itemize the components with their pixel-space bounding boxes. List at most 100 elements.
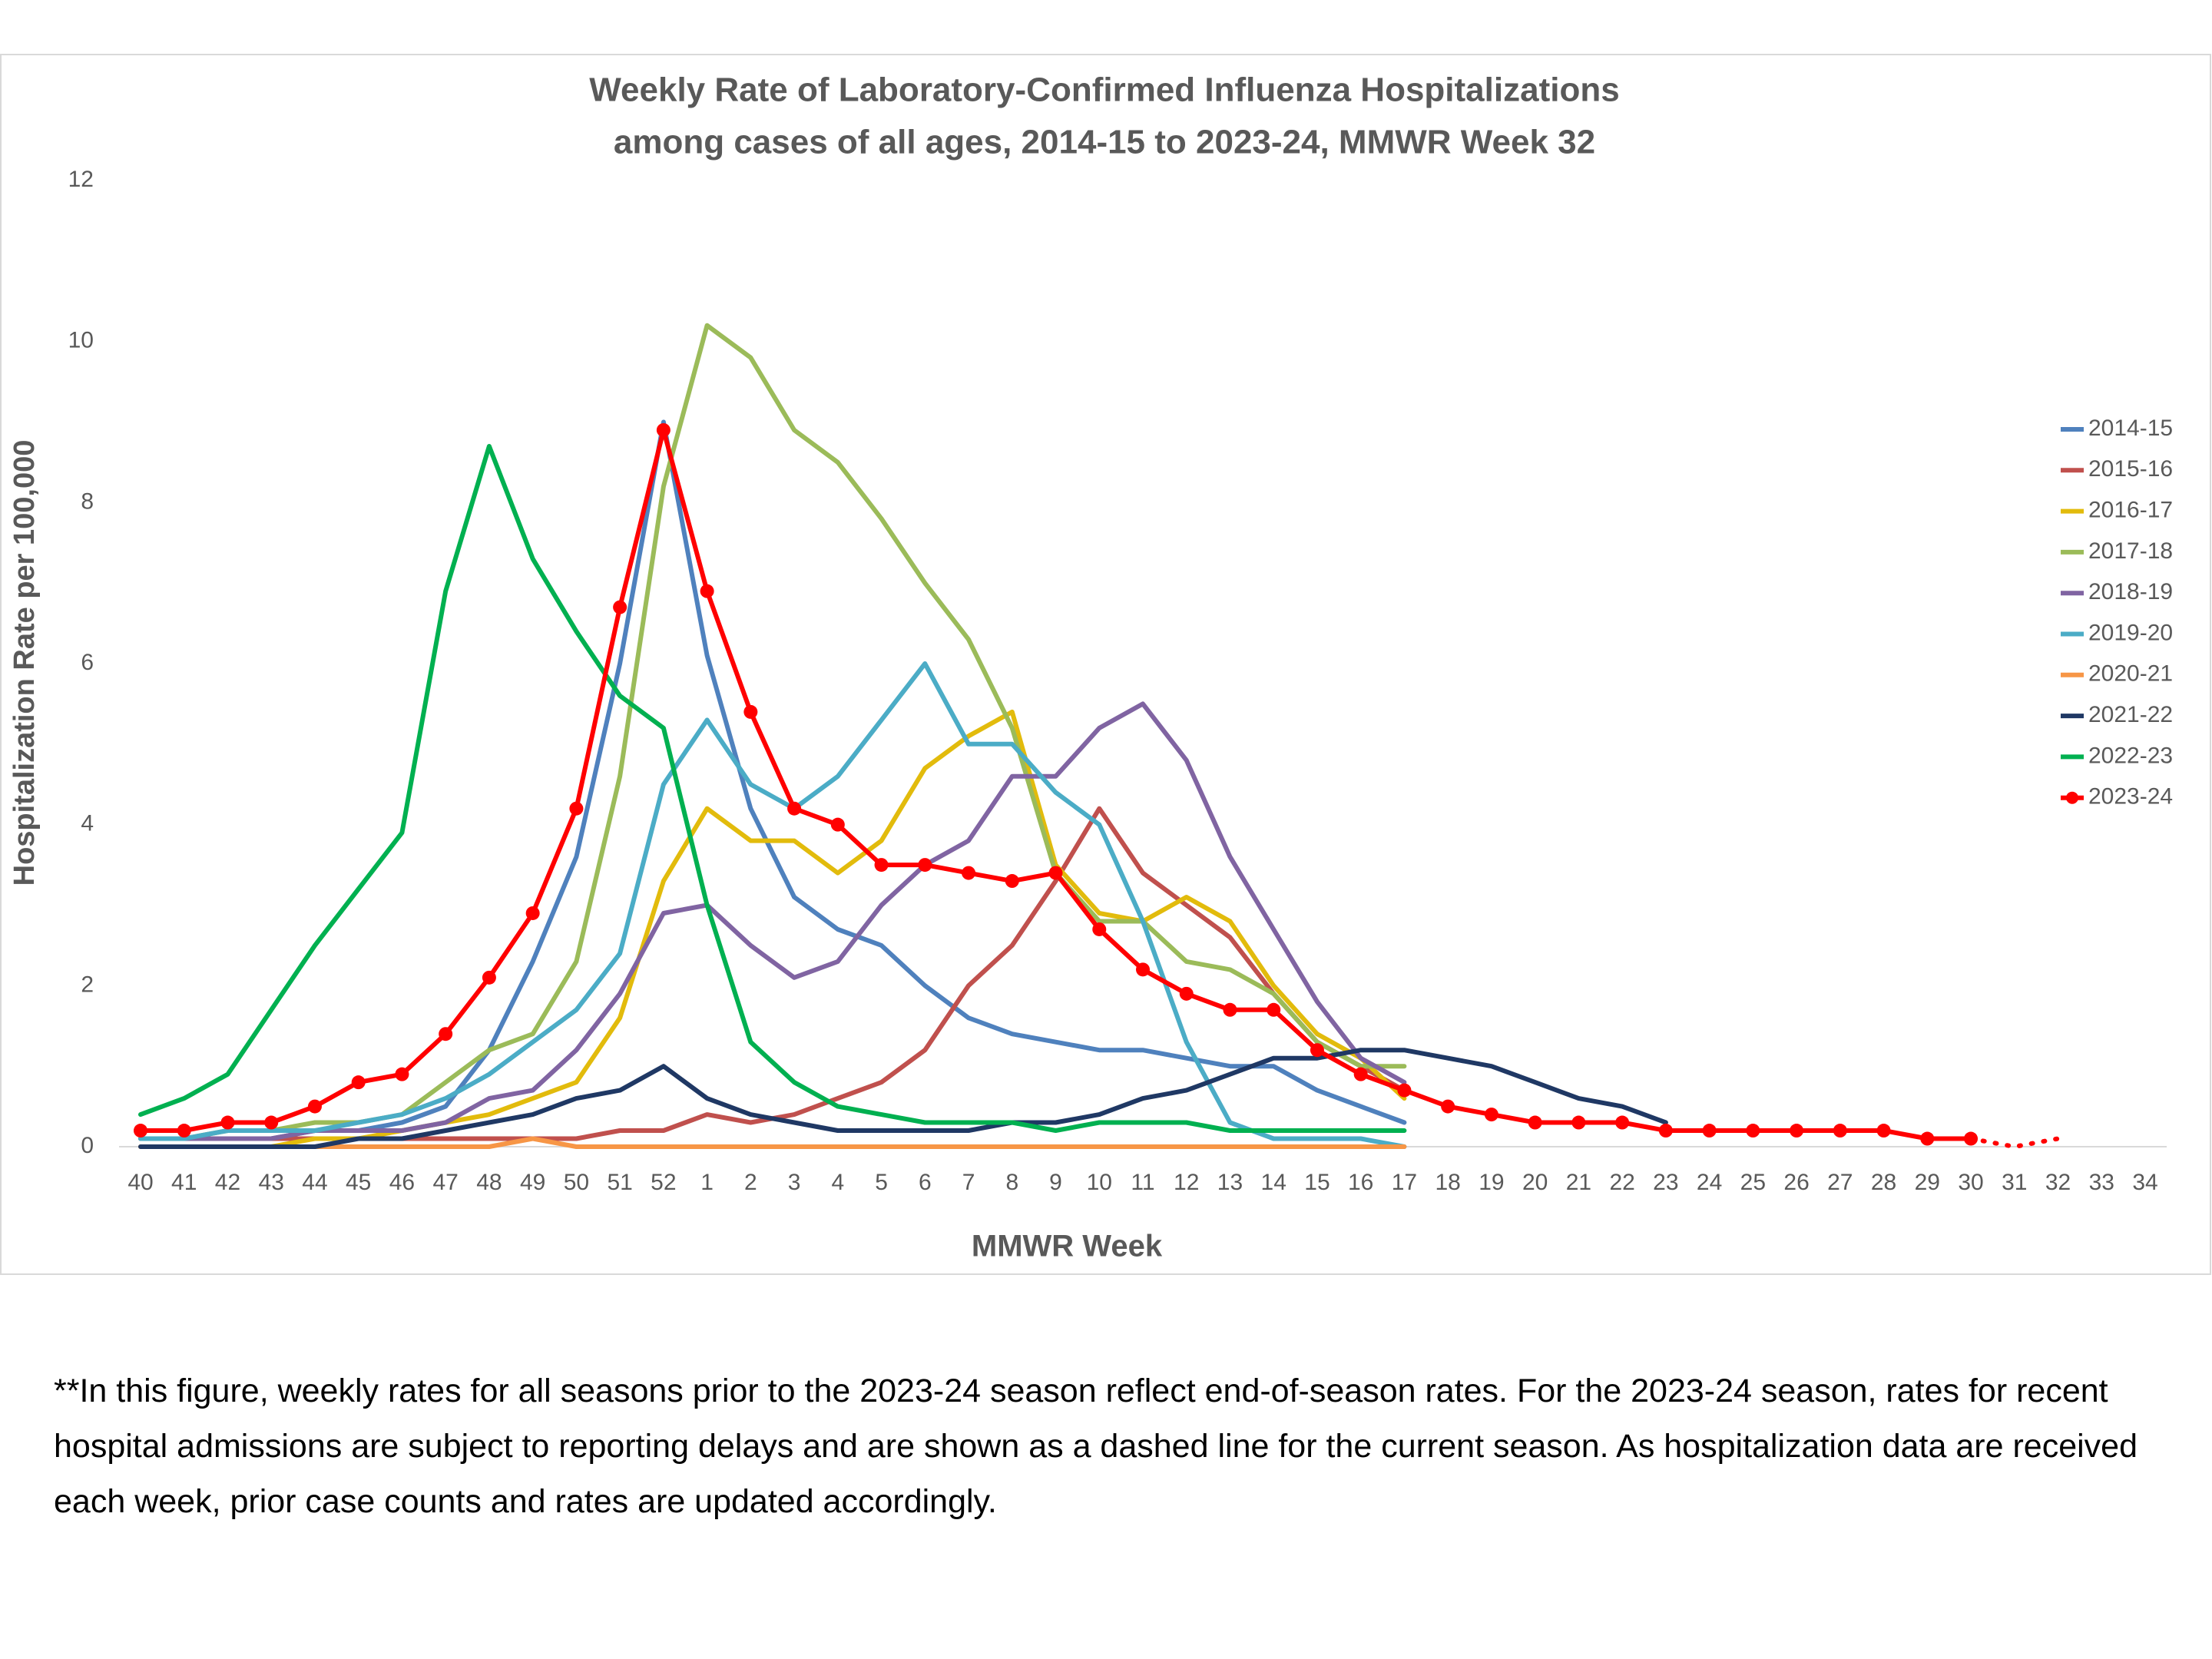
x-tick-label: 20 — [1522, 1170, 1548, 1195]
x-tick-label: 34 — [2132, 1170, 2157, 1195]
point — [525, 906, 540, 920]
y-tick-label: 0 — [81, 1133, 94, 1158]
series-line — [138, 1048, 1668, 1149]
x-tick-label: 11 — [1131, 1170, 1154, 1195]
point — [787, 801, 802, 816]
legend-label: 2015-16 — [2088, 456, 2173, 482]
point — [1136, 962, 1150, 977]
series-line — [138, 1136, 1407, 1149]
chart-title: among cases of all ages, 2014-15 to 2023… — [614, 124, 1595, 161]
point — [351, 1075, 366, 1090]
point — [1441, 1099, 1455, 1114]
x-axis-title: MMWR Week — [972, 1230, 1163, 1263]
x-tick-label: 42 — [215, 1170, 240, 1195]
x-tick-label: 27 — [1827, 1170, 1853, 1195]
chart-title: Weekly Rate of Laboratory-Confirmed Infl… — [589, 71, 1619, 109]
x-tick-label: 2 — [744, 1170, 757, 1195]
series-line — [138, 661, 1407, 1149]
x-tick-label: 12 — [1174, 1170, 1199, 1195]
x-tick-label: 52 — [651, 1170, 676, 1195]
x-tick-label: 21 — [1566, 1170, 1591, 1195]
x-tick-label: 16 — [1348, 1170, 1373, 1195]
legend-label: 2018-19 — [2088, 579, 2173, 604]
legend-label: 2017-18 — [2088, 538, 2173, 564]
x-tick-label: 48 — [476, 1170, 502, 1195]
point — [743, 704, 758, 719]
point — [1092, 922, 1107, 936]
y-tick-label: 12 — [68, 167, 94, 192]
point — [439, 1027, 453, 1041]
point — [220, 1115, 235, 1130]
legend-label: 2022-23 — [2088, 743, 2173, 768]
x-tick-label: 18 — [1435, 1170, 1460, 1195]
x-tick-label: 51 — [607, 1170, 632, 1195]
point — [1746, 1124, 1760, 1138]
x-tick-label: 29 — [1915, 1170, 1940, 1195]
x-tick-label: 41 — [171, 1170, 197, 1195]
x-tick-label: 15 — [1304, 1170, 1330, 1195]
point — [613, 600, 628, 614]
point — [1571, 1115, 1586, 1130]
x-tick-label: 9 — [1049, 1170, 1062, 1195]
point — [1615, 1115, 1630, 1130]
x-tick-label: 31 — [2002, 1170, 2027, 1195]
y-tick-label: 8 — [81, 488, 94, 514]
point — [395, 1067, 409, 1081]
point — [1876, 1124, 1891, 1138]
x-tick-label: 5 — [875, 1170, 888, 1195]
point — [1353, 1067, 1368, 1081]
point — [1658, 1124, 1673, 1138]
chart-frame — [0, 54, 2211, 1275]
point — [1267, 1002, 1281, 1017]
point — [1964, 1131, 1979, 1146]
x-tick-label: 19 — [1479, 1170, 1504, 1195]
x-tick-label: 25 — [1740, 1170, 1766, 1195]
point — [1920, 1131, 1935, 1146]
series-line-dashed — [1969, 1136, 2061, 1149]
series-line — [138, 701, 1407, 1141]
x-tick-label: 30 — [1958, 1170, 1983, 1195]
legend-label: 2020-21 — [2088, 661, 2173, 687]
point — [307, 1099, 322, 1114]
legend-label: 2014-15 — [2088, 416, 2173, 441]
point — [874, 858, 889, 873]
y-axis-title: Hospitalization Rate per 100,000 — [8, 440, 41, 886]
x-tick-label: 50 — [564, 1170, 589, 1195]
x-tick-label: 22 — [1609, 1170, 1634, 1195]
point — [1702, 1124, 1717, 1138]
point — [264, 1115, 279, 1130]
point — [830, 817, 845, 832]
x-tick-label: 40 — [127, 1170, 153, 1195]
x-tick-label: 32 — [2045, 1170, 2071, 1195]
x-tick-label: 13 — [1217, 1170, 1243, 1195]
point — [1484, 1108, 1498, 1122]
point — [482, 970, 496, 985]
point — [918, 858, 932, 873]
x-tick-label: 26 — [1783, 1170, 1809, 1195]
point — [962, 866, 976, 880]
legend-label: 2023-24 — [2088, 784, 2173, 810]
x-tick-label: 44 — [302, 1170, 327, 1195]
footnote: **In this figure, weekly rates for all s… — [54, 1373, 2137, 1520]
x-tick-label: 14 — [1261, 1170, 1286, 1195]
point — [569, 801, 584, 816]
legend-label: 2019-20 — [2088, 620, 2173, 645]
x-tick-label: 10 — [1087, 1170, 1112, 1195]
y-tick-label: 6 — [81, 650, 94, 675]
point — [656, 422, 671, 437]
point — [1005, 874, 1019, 889]
point — [1223, 1002, 1237, 1017]
point — [1790, 1124, 1804, 1138]
y-tick-label: 10 — [68, 328, 94, 353]
point — [1833, 1124, 1847, 1138]
x-tick-label: 8 — [1005, 1170, 1018, 1195]
x-tick-label: 47 — [432, 1170, 458, 1195]
x-tick-label: 46 — [389, 1170, 415, 1195]
point — [1528, 1115, 1542, 1130]
legend-marker — [2066, 791, 2078, 804]
x-tick-label: 6 — [919, 1170, 932, 1195]
point — [1310, 1043, 1324, 1058]
x-tick-label: 49 — [520, 1170, 545, 1195]
x-tick-label: 23 — [1653, 1170, 1678, 1195]
